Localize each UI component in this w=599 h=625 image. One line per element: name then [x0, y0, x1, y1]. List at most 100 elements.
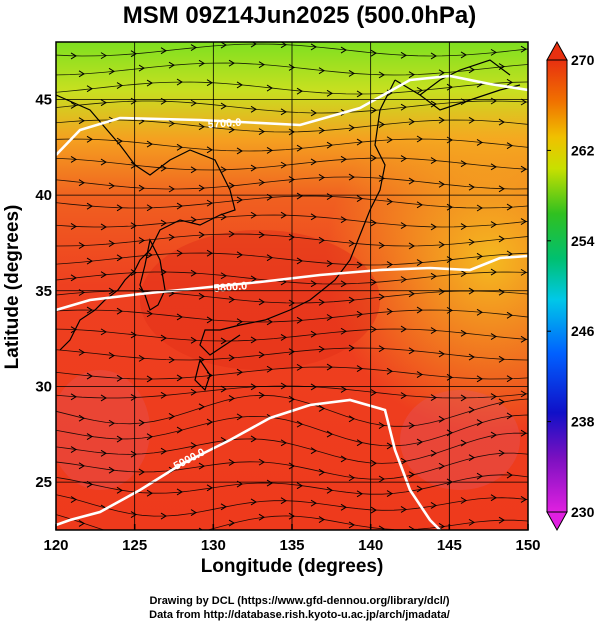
y-tick-label: 45	[35, 91, 52, 108]
wind-arrow	[356, 195, 363, 203]
wind-arrow	[206, 199, 213, 207]
wind-arrow	[460, 394, 467, 402]
wind-arrow	[498, 355, 505, 363]
wind-arrow	[108, 419, 115, 427]
wind-arrow	[520, 218, 527, 225]
wind-arrow	[86, 372, 93, 380]
wind-arrow	[356, 310, 363, 318]
wind-arrow	[190, 166, 197, 174]
wind-arrow	[490, 268, 497, 276]
wind-arrow	[198, 231, 205, 239]
wind-arrow	[296, 87, 303, 95]
wind-arrow	[169, 534, 174, 540]
wind-arrow	[206, 249, 213, 257]
wind-arrow	[198, 59, 205, 67]
contour-5700-line	[56, 74, 528, 156]
wind-arrow	[146, 489, 153, 497]
wind-arrow	[116, 486, 123, 494]
wind-arrow	[78, 414, 85, 422]
colorbar: 270 262 254 246 238 230	[546, 40, 595, 532]
wind-arrow	[520, 165, 527, 173]
wind-arrow	[348, 239, 355, 247]
wind-arrow	[190, 336, 197, 344]
wind-arrow	[416, 438, 423, 446]
wind-arrow	[250, 275, 257, 283]
wind-arrow	[416, 135, 423, 143]
wind-arrow	[378, 242, 385, 249]
wind-arrow	[100, 223, 107, 231]
wind-arrow	[460, 51, 467, 59]
wind-arrow	[250, 336, 257, 344]
wind-arrow	[430, 449, 437, 457]
wind-arrow	[326, 141, 333, 149]
wind-arrow	[416, 201, 423, 209]
wind-arrow	[386, 442, 393, 450]
wind-arrow	[326, 363, 333, 371]
wind-arrow	[258, 61, 265, 69]
wind-arrow	[326, 430, 333, 438]
wind-arrow	[506, 203, 513, 211]
wind-arrow	[296, 420, 303, 428]
wind-arrow	[386, 261, 393, 268]
wind-arrow	[228, 519, 235, 527]
wind-arrow	[310, 280, 317, 288]
wind-arrow	[266, 318, 273, 326]
wind-arrow	[116, 254, 123, 262]
wind-arrow	[78, 462, 85, 470]
wind-arrow	[408, 471, 415, 479]
wind-arrow	[168, 120, 175, 127]
wind-arrow	[116, 204, 123, 212]
wind-arrow	[356, 365, 363, 372]
wind-arrow	[176, 249, 183, 257]
wind-arrow	[460, 160, 467, 168]
wind-arrow	[400, 155, 407, 162]
wind-arrow	[386, 198, 393, 206]
wind-arrow	[446, 429, 453, 437]
wind-arrow	[220, 272, 227, 280]
wind-arrow	[490, 393, 497, 400]
wind-arrow	[430, 100, 437, 108]
wind-arrow	[280, 497, 287, 505]
wind-arrow	[130, 331, 137, 339]
wind-arrow	[130, 450, 137, 458]
wind-arrow	[258, 391, 265, 399]
wind-arrow	[446, 203, 453, 211]
wind-arrow	[378, 345, 385, 353]
wind-arrow	[430, 394, 437, 401]
wind-arrow	[438, 69, 445, 77]
contour-5800-line	[56, 254, 528, 312]
wind-arrow	[506, 412, 513, 420]
wind-arrow	[198, 403, 205, 411]
wind-arrow	[220, 503, 227, 511]
wind-arrow	[288, 63, 295, 71]
credit-data: Data from http://database.rish.kyoto-u.a…	[149, 609, 450, 621]
wind-arrow	[468, 238, 475, 246]
wind-arrow	[310, 330, 317, 338]
wind-arrow	[198, 527, 204, 530]
wind-arrow	[86, 135, 93, 143]
wind-arrow	[228, 230, 235, 238]
wind-arrow	[438, 288, 445, 296]
wind-arrow	[176, 78, 183, 86]
wind-arrow	[78, 520, 85, 527]
wind-arrow	[490, 333, 497, 340]
wind-arrow	[476, 204, 483, 212]
wind-arrow	[468, 116, 475, 124]
wind-arrow	[438, 462, 445, 470]
wind-arrow	[288, 128, 295, 136]
chart-title: MSM 09Z14Jun2025 (500.0hPa)	[122, 2, 477, 29]
wind-arrow	[296, 482, 303, 490]
wind-arrow	[460, 223, 467, 230]
wind-arrow	[296, 363, 303, 371]
wind-arrow	[228, 182, 235, 190]
wind-arrow	[520, 45, 527, 53]
wind-arrow	[340, 216, 347, 224]
wind-arrow	[78, 70, 85, 78]
wind-arrow	[400, 51, 407, 59]
wind-arrow	[506, 375, 513, 383]
wind-arrow	[258, 351, 265, 359]
wind-arrow	[296, 144, 303, 152]
wind-arrow	[446, 256, 453, 263]
wind-arrow	[400, 506, 407, 513]
wind-arrow	[326, 193, 333, 200]
